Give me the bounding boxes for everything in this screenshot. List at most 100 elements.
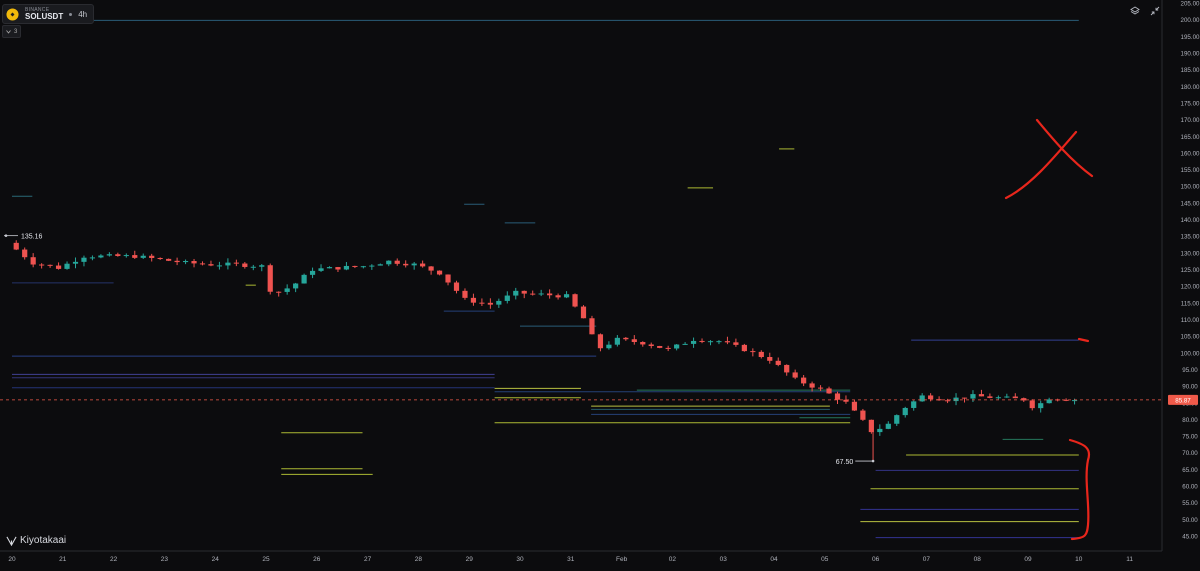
drawing-dash [1077,337,1090,343]
candle [72,257,79,269]
candle-body [987,396,993,398]
candle-body [1004,396,1010,398]
candle-body [98,255,104,258]
candle-body [809,383,815,388]
candle-body [199,263,206,265]
candle-body [597,334,604,349]
candle [690,337,697,348]
candle [140,253,146,259]
candle [809,381,815,392]
candle [462,288,468,300]
candle [648,342,654,349]
candle-body [89,257,96,259]
high-marker-dot [4,234,8,237]
drawing-x-stroke-2 [1035,118,1094,178]
candle-body [707,341,714,343]
candle [843,395,849,404]
candle-body [132,255,138,258]
candle-body [690,340,697,344]
candle [1012,393,1018,399]
y-tick-label: 180.00 [1181,84,1200,91]
candle [521,290,527,299]
user-drawings [1004,118,1094,541]
layers-icon[interactable] [1130,6,1140,16]
candle [1063,398,1069,402]
candle-body [784,364,790,373]
candle-body [530,293,536,295]
candle [132,250,138,259]
candle [191,258,197,268]
candle-body [589,318,595,335]
x-tick-label: 26 [313,556,321,563]
candle-body [944,400,951,402]
y-axis[interactable]: 205.00 200.00 195.00 190.00 185.00 180.00 175.… [1161,0,1200,551]
candle-body [877,428,883,433]
candle [724,336,731,345]
candle [343,262,350,271]
candle [580,305,587,319]
candle [166,258,172,262]
candle-body [233,262,239,264]
x-tick-label: 08 [974,556,982,563]
candle-body [817,387,824,389]
low-label: 67.50 [836,459,854,466]
candle-body [284,288,290,292]
candle [733,338,739,347]
candle [233,259,239,267]
candle-body [902,407,908,416]
drawing-bracket [1068,438,1091,541]
candle-body [403,263,409,266]
candle-body [64,263,70,269]
candle [174,257,180,266]
x-tick-label: 02 [669,556,677,563]
candle [242,262,248,269]
y-tick-label: 140.00 [1181,217,1200,224]
candle [741,343,747,352]
candle-body [504,295,510,301]
indicator-count: 3 [14,28,18,35]
candle [792,369,798,380]
candle-body [623,337,629,340]
x-tick-label: 29 [466,556,474,563]
candle [318,264,324,272]
candle-body [1063,399,1069,401]
candle-body [377,264,383,266]
indicator-toggle[interactable]: 3 [2,25,22,38]
candle [538,289,544,297]
candle-body [208,264,214,266]
candle [911,400,917,411]
watermark-text: Kiyotakaai [20,535,67,546]
x-tick-label: Feb [616,556,628,563]
y-tick-label: 145.00 [1181,200,1200,207]
candle [801,374,807,387]
timeframe-label[interactable]: 4h [78,9,88,19]
candle-body [343,265,350,270]
candle-body [259,265,265,267]
symbol-header[interactable]: BINANCE SOLUSDT 4h [2,4,95,24]
candle-body [81,257,87,262]
candle [631,335,637,345]
x-axis[interactable]: 20 21 22 23 24 25 26 27 28 29 30 31 Feb 02 03 04 05 06 07 0… [0,550,1162,563]
candle [513,287,519,300]
candle-body [1012,396,1018,399]
candle [149,253,155,262]
candle-body [335,267,341,270]
candle-body [1038,403,1044,409]
candle-body [801,377,807,384]
x-tick-label: 23 [161,556,169,563]
y-tick-label: 70.00 [1182,450,1198,457]
collapse-arrows-icon[interactable] [1150,6,1160,16]
x-tick-label: 09 [1024,556,1032,563]
symbol-block: BINANCE SOLUSDT [25,7,63,21]
candle [547,289,553,299]
candle-body [487,302,493,305]
candle [589,315,595,335]
candle [995,395,1001,400]
candle-body [521,290,527,294]
y-tick-label: 115.00 [1181,300,1200,307]
x-tick-label: 20 [8,556,16,563]
y-tick-label: 110.00 [1181,317,1200,324]
candle [597,333,604,352]
